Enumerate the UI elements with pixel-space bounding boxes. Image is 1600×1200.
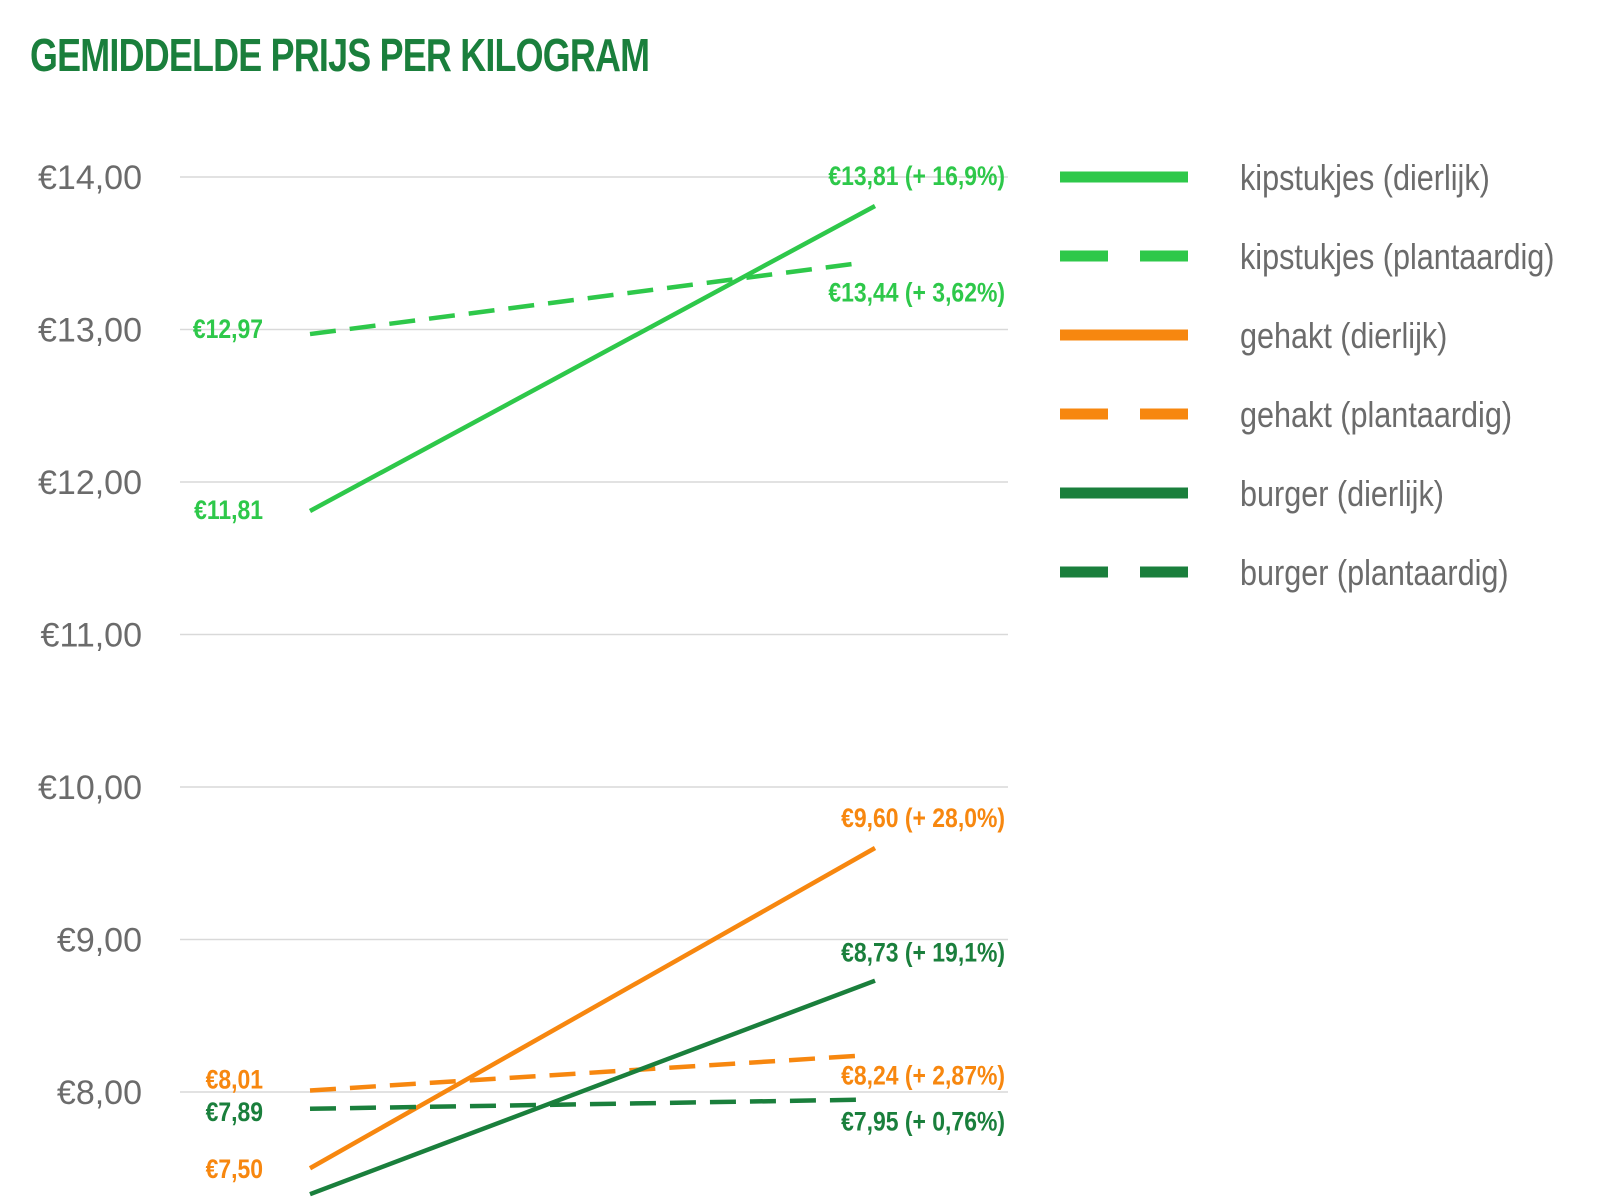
end-value-label: €13,44 (+ 3,62%) <box>828 278 1005 308</box>
y-tick-label: €10,00 <box>38 769 142 807</box>
series-line <box>309 1053 866 1093</box>
legend: kipstukjes (dierlijk) kipstukjes (plantaa… <box>1060 159 1554 594</box>
y-axis-ticks: €14,00 €13,00 €12,00 €11,00 €10,00 €9,00 €8,00 <box>38 159 142 1112</box>
y-tick-label: €11,00 <box>41 617 142 655</box>
end-value-label: €7,95 (+ 0,76%) <box>841 1107 1005 1137</box>
chart-title: GEMIDDELDE PRIJS PER KILOGRAM <box>30 29 650 81</box>
y-tick-label: €12,00 <box>38 464 142 502</box>
end-value-label: €9,60 (+ 28,0%) <box>841 803 1005 833</box>
legend-label: gehakt (dierlijk) <box>1240 317 1447 357</box>
start-value-label: €7,89 <box>206 1097 263 1127</box>
end-value-label: €8,24 (+ 2,87%) <box>841 1061 1005 1091</box>
gridlines <box>180 176 1008 1093</box>
y-tick-label: €9,00 <box>57 922 142 960</box>
legend-label: gehakt (plantaardig) <box>1240 396 1512 436</box>
end-value-label: €8,73 (+ 19,1%) <box>841 938 1005 968</box>
y-tick-label: €14,00 <box>38 159 142 197</box>
series-line <box>309 1097 866 1112</box>
start-value-label: €8,01 <box>206 1065 263 1095</box>
series-line <box>309 260 866 337</box>
start-value-label: €12,97 <box>193 314 263 344</box>
legend-label: burger (plantaardig) <box>1240 554 1509 594</box>
y-tick-label: €13,00 <box>38 312 142 350</box>
data-labels: €13,81 (+ 16,9%) €11,81 €13,44 (+ 3,62%) €1… <box>193 161 1005 1184</box>
end-value-label: €13,81 (+ 16,9%) <box>828 161 1005 191</box>
series-line <box>308 846 877 1171</box>
series-line <box>309 978 876 1197</box>
y-tick-label: €8,00 <box>57 1074 142 1112</box>
legend-label: burger (dierlijk) <box>1240 475 1444 515</box>
start-value-label: €7,50 <box>206 1155 263 1185</box>
legend-label: kipstukjes (plantaardig) <box>1240 238 1554 278</box>
legend-label: kipstukjes (dierlijk) <box>1240 159 1490 199</box>
series-lines <box>308 203 877 1197</box>
start-value-label: €11,81 <box>194 495 263 525</box>
series-line <box>308 203 877 513</box>
